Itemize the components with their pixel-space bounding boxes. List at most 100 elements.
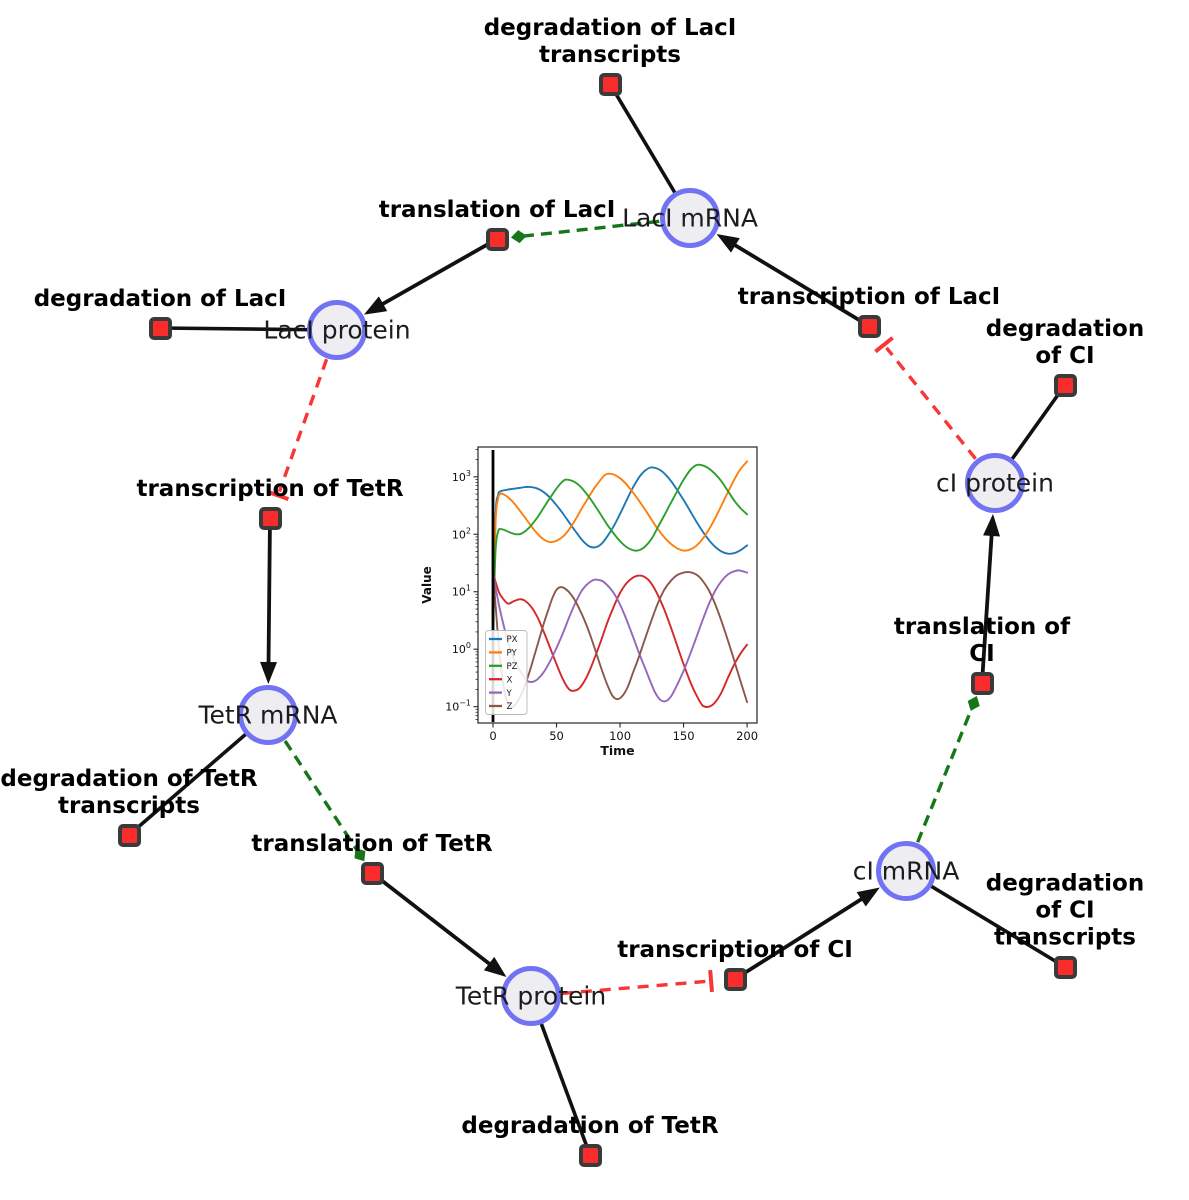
y-axis-ticks: 103 102 101 100 10−1 (445, 448, 478, 720)
reaction-node-deg_ci_tx[interactable] (1053, 955, 1077, 979)
reaction-node-transc_laci[interactable] (857, 314, 881, 338)
reaction-label-transc_ci: transcription of CI (617, 936, 853, 963)
x-tick-label: 100 (609, 729, 631, 743)
edge-modifier-ci_mrna-transl_ci (916, 695, 980, 843)
reaction-node-transc_ci[interactable] (723, 967, 747, 991)
x-axis-label: Time (600, 743, 634, 758)
y-tick-label: 103 (452, 469, 471, 484)
x-tick-label: 200 (736, 729, 758, 743)
reaction-label-deg_laci: degradation of LacI (33, 285, 287, 312)
tee-inhibitor-icon (874, 336, 894, 354)
arrowhead-icon (483, 956, 507, 978)
species-node-tetr_mrna[interactable] (238, 685, 298, 745)
legend-entry-Z: Z (489, 702, 513, 712)
reaction-label-deg_tetr_tx: degradation of TetR transcripts (0, 765, 258, 819)
species-node-laci_mrna[interactable] (660, 188, 720, 248)
legend-entry-X: X (489, 675, 513, 685)
diamond-arrowhead-icon (510, 230, 527, 244)
diamond-arrowhead-icon (967, 695, 980, 711)
species-node-tetr_protein[interactable] (501, 966, 561, 1026)
arrowhead-icon (856, 887, 880, 907)
legend-entry-Y: Y (489, 689, 513, 699)
y-tick-label: 102 (452, 526, 471, 541)
diamond-arrowhead-icon (354, 847, 366, 862)
production-line (375, 237, 498, 310)
legend-label-Y: Y (506, 689, 513, 699)
y-tick-label: 100 (452, 641, 471, 656)
inhibition-line (561, 979, 708, 996)
x-axis-ticks: 0 50 100 150 200 (489, 723, 758, 743)
species-label-laci_mrna: LacI mRNA (622, 203, 758, 233)
reaction-label-deg_laci_tx: degradation of LacI transcripts (483, 14, 737, 68)
x-tick-label: 50 (549, 729, 564, 743)
species-node-ci_mrna[interactable] (876, 841, 936, 901)
timeseries-inset-chart: 103 102 101 100 10−1 0 50 100 150 200 Time Value PX P… (405, 432, 780, 767)
species-node-ci_protein[interactable] (965, 453, 1025, 513)
edge-production-transc_laci-laci_mrna (716, 234, 870, 328)
edge-inhibition-laci_protein-transc_tetr (267, 358, 329, 501)
y-tick-label: 101 (452, 584, 471, 599)
modifier-line (524, 219, 660, 238)
species-label-laci_protein: LacI protein (263, 315, 411, 345)
reaction-label-transl_laci: translation of LacI (378, 196, 616, 223)
legend-entry-PY: PY (489, 649, 517, 659)
arrowhead-icon (983, 513, 1001, 537)
axes-frame (477, 446, 758, 724)
species-label-ci_protein: cI protein (936, 468, 1054, 498)
production-line (733, 893, 869, 981)
modifier-line (283, 739, 359, 851)
reaction-node-deg_tetr[interactable] (578, 1143, 602, 1167)
reaction-label-deg_tetr: degradation of TetR (461, 1112, 719, 1139)
production-line (370, 871, 497, 970)
reaction-node-deg_tetr_tx[interactable] (117, 823, 141, 847)
modifier-line (916, 708, 974, 843)
species-node-laci_protein[interactable] (307, 300, 367, 360)
reaction-node-transl_ci[interactable] (970, 671, 994, 695)
series-line-PZ (492, 463, 749, 633)
series-line-PX (492, 466, 749, 633)
reaction-node-deg_ci[interactable] (1053, 373, 1077, 397)
legend-label-PZ: PZ (507, 662, 518, 672)
species-label-ci_mrna: cI mRNA (852, 856, 960, 886)
arrowhead-icon (363, 296, 388, 315)
series-line-X (492, 571, 749, 708)
reaction-node-transl_tetr[interactable] (360, 861, 384, 885)
edge-modifier-laci_mrna-transl_laci (510, 219, 660, 244)
legend-label-X: X (507, 675, 513, 685)
legend-entry-PZ: PZ (489, 662, 518, 672)
production-line (727, 239, 870, 328)
reaction-label-transc_tetr: transcription of TetR (136, 475, 404, 502)
y-tick-label: 10−1 (445, 699, 471, 714)
edge-production-transl_laci-laci_protein (363, 237, 498, 315)
production-line (266, 517, 272, 671)
legend-label-PX: PX (507, 635, 518, 645)
reaction-label-transl_tetr: translation of TetR (251, 830, 493, 857)
edge-production-transc_ci-ci_mrna (733, 887, 880, 981)
y-axis-label: Value (420, 566, 434, 604)
production-line (980, 527, 994, 684)
chart-series-layer (491, 450, 749, 722)
edge-production-transl_tetr-tetr_protein (370, 871, 507, 978)
legend-entry-PX: PX (489, 635, 518, 645)
reaction-node-deg_laci_tx[interactable] (598, 72, 622, 96)
reaction-label-deg_ci: degradation of CI (985, 315, 1145, 369)
legend-label-PY: PY (507, 649, 518, 659)
species-label-tetr_mrna: TetR mRNA (198, 700, 338, 730)
edge-inhibition-ci_protein-transc_laci (874, 336, 977, 460)
edge-production-transl_ci-ci_protein (980, 513, 1001, 684)
reaction-label-deg_ci_tx: degradation of CI transcripts (985, 870, 1145, 951)
inhibition-line (885, 346, 977, 460)
reaction-label-transc_laci: transcription of LacI (737, 283, 1001, 310)
consumption-line (905, 869, 1066, 969)
reaction-label-transl_ci: translation of CI (893, 613, 1071, 667)
reaction-node-transl_laci[interactable] (485, 227, 509, 251)
series-line-PY (492, 460, 749, 633)
reaction-node-deg_laci[interactable] (148, 316, 172, 340)
edge-modifier-tetr_mrna-transl_tetr (283, 739, 366, 862)
tee-inhibitor-icon (267, 489, 290, 501)
chart-legend: PX PY PZ XYZ (485, 630, 528, 715)
reaction-node-transc_tetr[interactable] (258, 506, 282, 530)
edge-inhibition-tetr_protein-transc_ci (561, 969, 714, 996)
